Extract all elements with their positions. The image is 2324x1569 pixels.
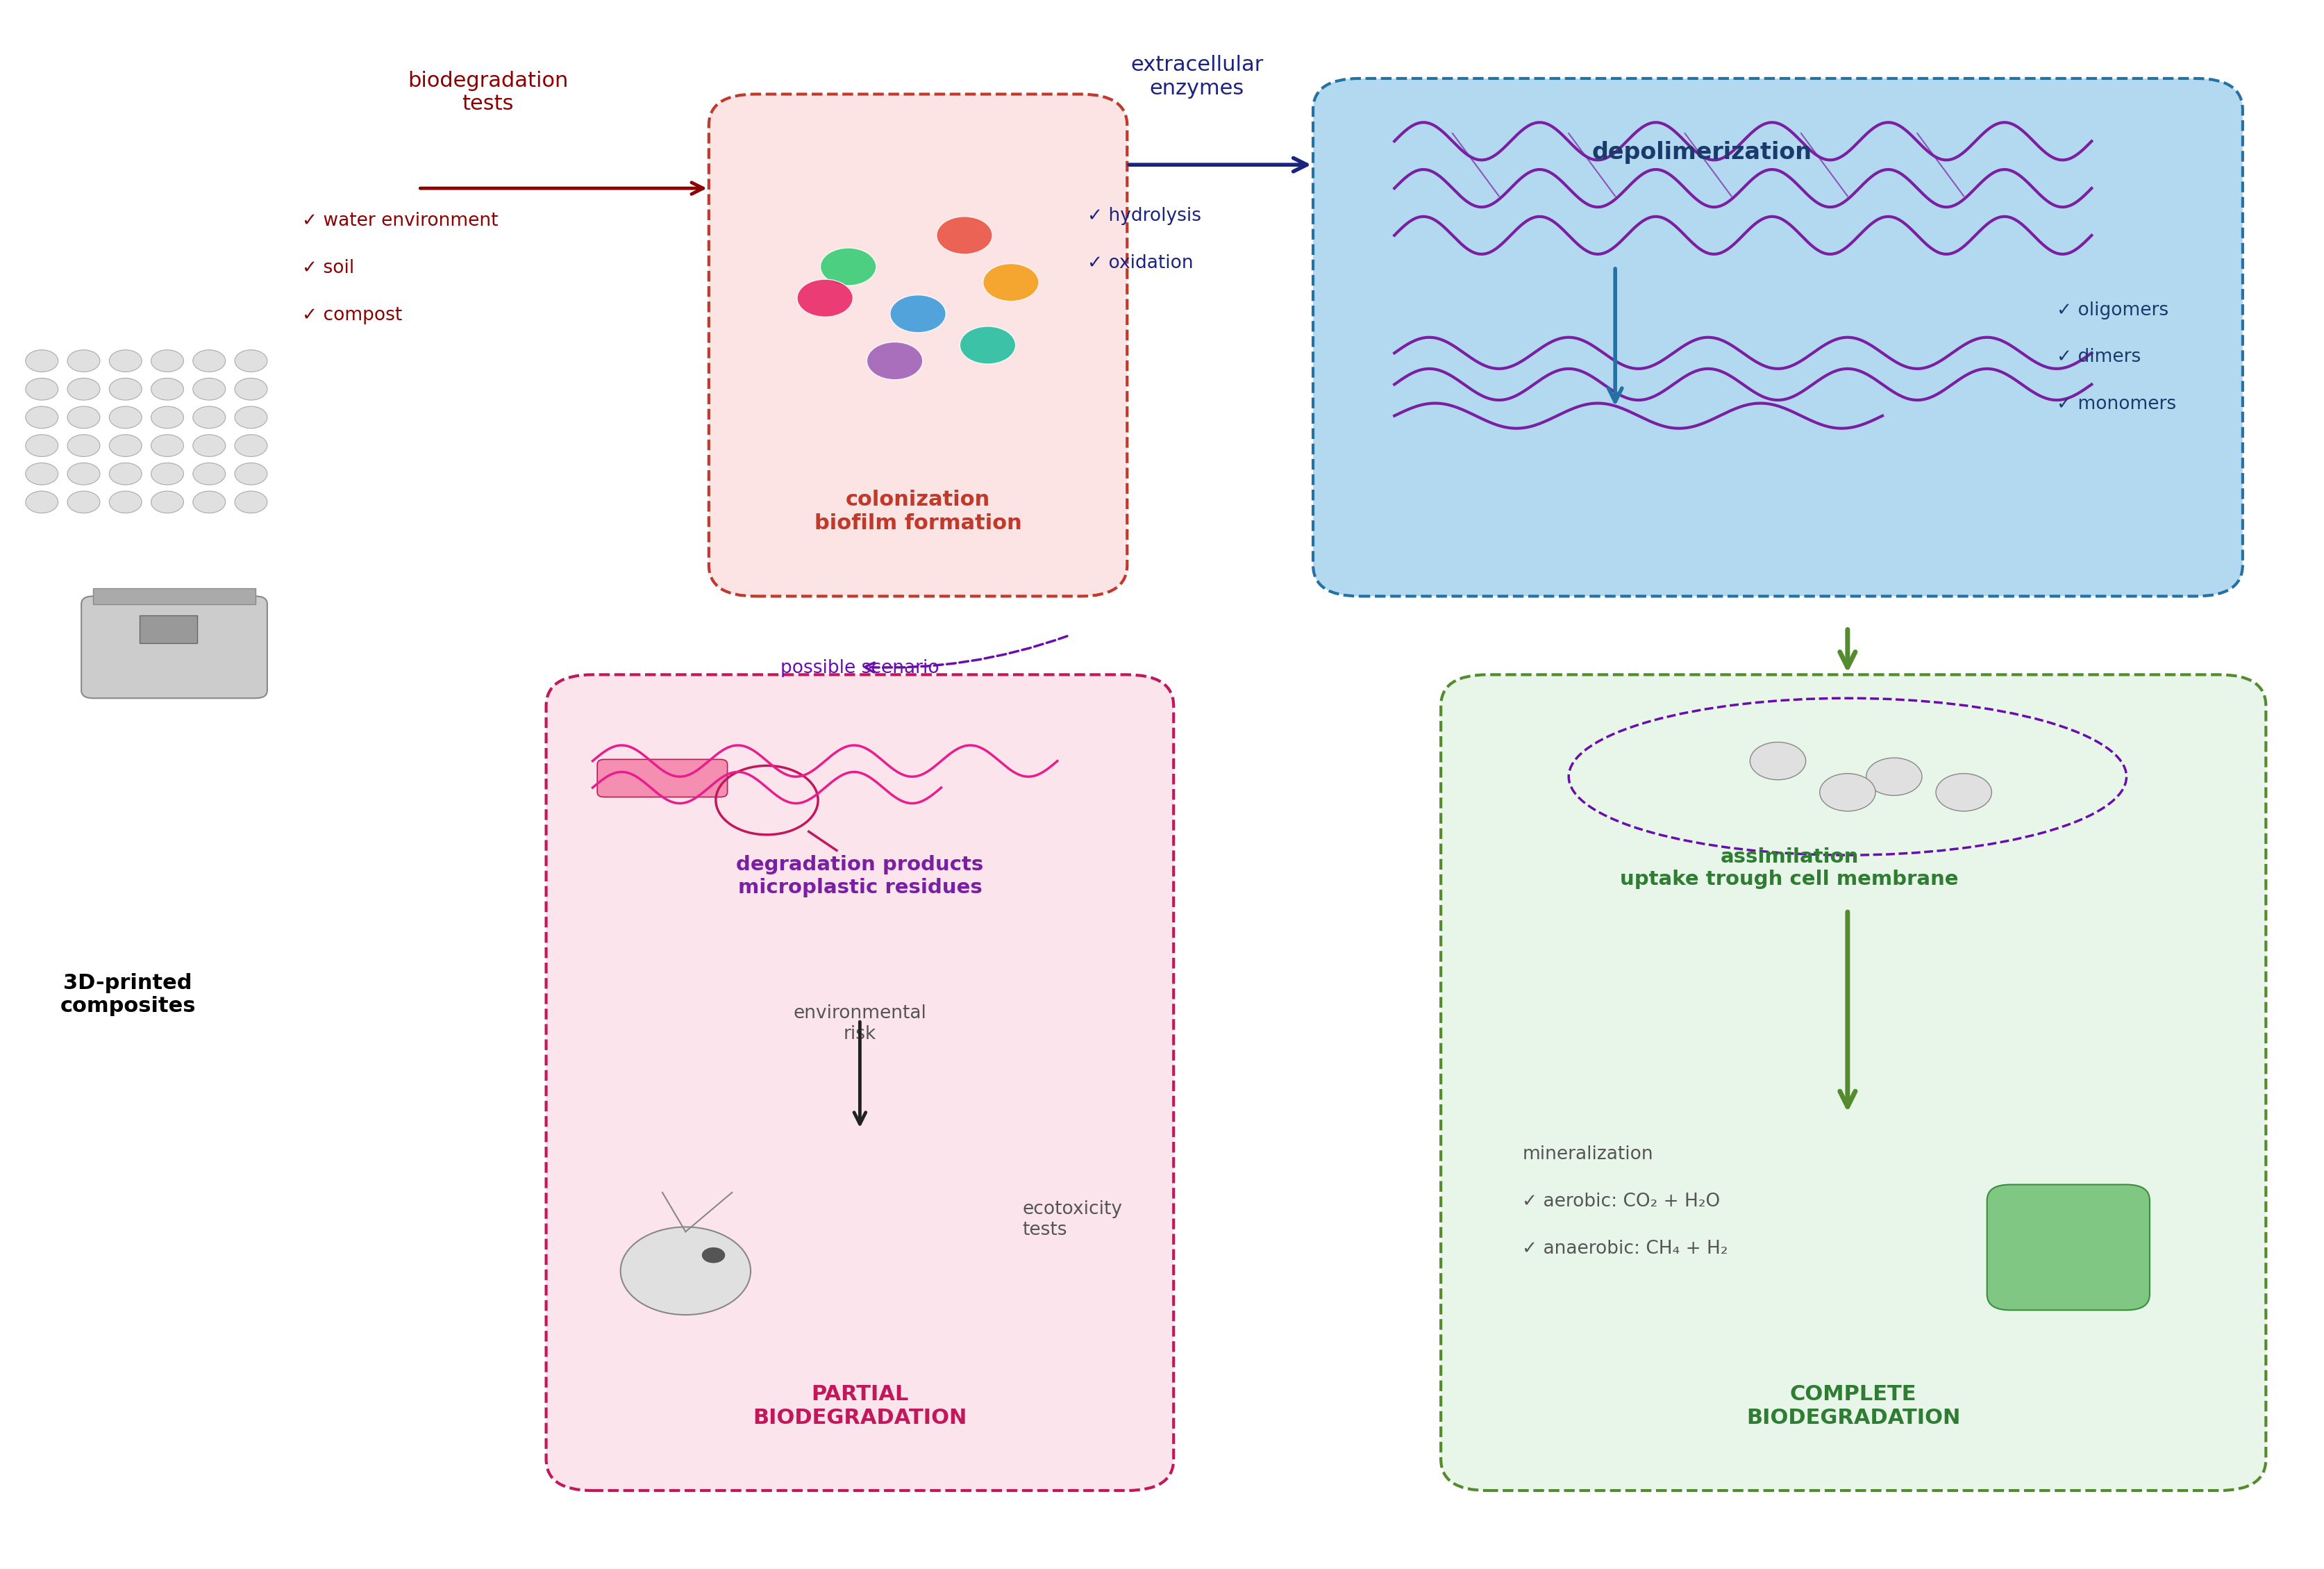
FancyBboxPatch shape: [1441, 675, 2266, 1491]
Circle shape: [67, 378, 100, 400]
Text: PARTIAL
BIODEGRADATION: PARTIAL BIODEGRADATION: [753, 1384, 967, 1428]
Text: extracellular
enzymes: extracellular enzymes: [1129, 55, 1264, 99]
Circle shape: [67, 491, 100, 513]
Circle shape: [26, 435, 58, 457]
Circle shape: [67, 350, 100, 372]
Text: ✓ aerobic: CO₂ + H₂O: ✓ aerobic: CO₂ + H₂O: [1522, 1192, 1720, 1211]
Circle shape: [797, 279, 853, 317]
FancyArrowPatch shape: [865, 635, 1067, 672]
Text: mineralization: mineralization: [1522, 1145, 1652, 1164]
Circle shape: [151, 350, 184, 372]
Text: ✓ soil: ✓ soil: [302, 259, 353, 278]
Text: ✓ anaerobic: CH₄ + H₂: ✓ anaerobic: CH₄ + H₂: [1522, 1240, 1729, 1258]
Text: environmental
risk: environmental risk: [792, 1004, 927, 1043]
FancyBboxPatch shape: [597, 759, 727, 797]
Circle shape: [193, 491, 225, 513]
Circle shape: [151, 378, 184, 400]
Circle shape: [67, 435, 100, 457]
Text: ecotoxicity
tests: ecotoxicity tests: [1023, 1200, 1122, 1240]
Circle shape: [867, 342, 923, 380]
Text: depolimerization: depolimerization: [1592, 141, 1813, 165]
Circle shape: [109, 463, 142, 485]
Circle shape: [26, 406, 58, 428]
Circle shape: [820, 248, 876, 286]
Circle shape: [193, 350, 225, 372]
Circle shape: [109, 350, 142, 372]
Circle shape: [193, 406, 225, 428]
FancyBboxPatch shape: [139, 615, 198, 643]
Text: colonization
biofilm formation: colonization biofilm formation: [813, 490, 1023, 533]
Circle shape: [937, 217, 992, 254]
Text: possible scenario: possible scenario: [781, 659, 939, 678]
Circle shape: [890, 295, 946, 333]
Circle shape: [1866, 758, 1922, 795]
Text: ✓ oligomers: ✓ oligomers: [2057, 301, 2168, 320]
Circle shape: [109, 406, 142, 428]
Circle shape: [67, 406, 100, 428]
Text: ✓ water environment: ✓ water environment: [302, 212, 497, 231]
FancyBboxPatch shape: [709, 94, 1127, 596]
Text: 3D-printed
composites: 3D-printed composites: [60, 973, 195, 1017]
Text: ✓ compost: ✓ compost: [302, 306, 402, 325]
Circle shape: [151, 491, 184, 513]
Circle shape: [1750, 742, 1806, 780]
Circle shape: [151, 435, 184, 457]
Text: degradation products
microplastic residues: degradation products microplastic residu…: [737, 855, 983, 897]
Circle shape: [1936, 774, 1992, 811]
Circle shape: [193, 378, 225, 400]
Circle shape: [1820, 774, 1875, 811]
Circle shape: [702, 1247, 725, 1263]
Text: biodegradation
tests: biodegradation tests: [407, 71, 569, 115]
Text: COMPLETE
BIODEGRADATION: COMPLETE BIODEGRADATION: [1745, 1384, 1961, 1428]
Circle shape: [235, 350, 267, 372]
Circle shape: [983, 264, 1039, 301]
Circle shape: [26, 378, 58, 400]
Circle shape: [235, 378, 267, 400]
Circle shape: [26, 463, 58, 485]
Circle shape: [193, 463, 225, 485]
FancyBboxPatch shape: [1313, 78, 2243, 596]
Text: ✓ hydrolysis: ✓ hydrolysis: [1088, 207, 1202, 226]
Circle shape: [960, 326, 1016, 364]
Circle shape: [235, 435, 267, 457]
Circle shape: [235, 463, 267, 485]
Circle shape: [109, 378, 142, 400]
Text: assimilation
uptake trough cell membrane: assimilation uptake trough cell membrane: [1620, 847, 1959, 890]
Text: ✓ dimers: ✓ dimers: [2057, 348, 2140, 367]
Text: ✓ oxidation: ✓ oxidation: [1088, 254, 1195, 273]
FancyBboxPatch shape: [81, 596, 267, 698]
Circle shape: [26, 350, 58, 372]
FancyBboxPatch shape: [93, 588, 256, 604]
Text: ✓ monomers: ✓ monomers: [2057, 395, 2175, 414]
FancyBboxPatch shape: [1987, 1185, 2150, 1310]
Circle shape: [193, 435, 225, 457]
Circle shape: [621, 1227, 751, 1315]
Circle shape: [109, 435, 142, 457]
Circle shape: [151, 463, 184, 485]
FancyBboxPatch shape: [546, 675, 1174, 1491]
Circle shape: [235, 491, 267, 513]
Circle shape: [109, 491, 142, 513]
Circle shape: [235, 406, 267, 428]
Circle shape: [67, 463, 100, 485]
Circle shape: [26, 491, 58, 513]
Circle shape: [151, 406, 184, 428]
